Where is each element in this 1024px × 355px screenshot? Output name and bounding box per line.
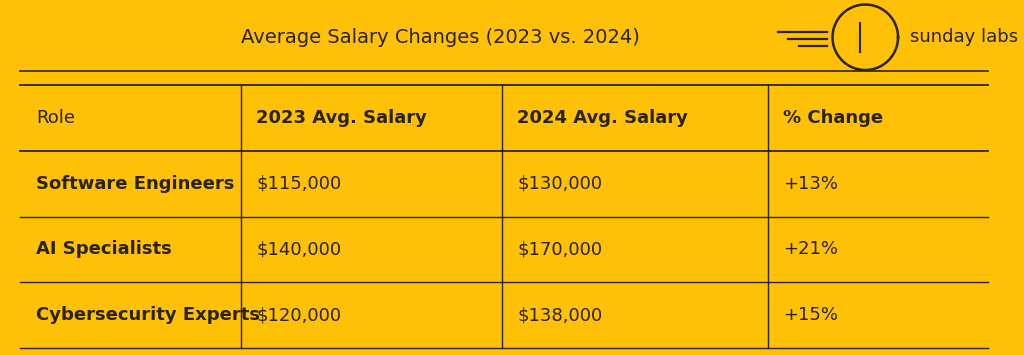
Text: Role: Role: [36, 109, 75, 127]
Text: +13%: +13%: [783, 175, 839, 193]
Text: AI Specialists: AI Specialists: [36, 240, 172, 258]
Text: $130,000: $130,000: [517, 175, 602, 193]
Text: sunday labs: sunday labs: [910, 28, 1019, 46]
Text: $170,000: $170,000: [517, 240, 602, 258]
Text: $115,000: $115,000: [256, 175, 341, 193]
Text: Average Salary Changes (2023 vs. 2024): Average Salary Changes (2023 vs. 2024): [241, 28, 640, 47]
Text: Software Engineers: Software Engineers: [36, 175, 234, 193]
Text: 2024 Avg. Salary: 2024 Avg. Salary: [517, 109, 688, 127]
Text: +21%: +21%: [783, 240, 839, 258]
Text: Cybersecurity Experts: Cybersecurity Experts: [36, 306, 260, 324]
Text: $120,000: $120,000: [256, 306, 341, 324]
Text: +15%: +15%: [783, 306, 839, 324]
Text: 2023 Avg. Salary: 2023 Avg. Salary: [256, 109, 427, 127]
Text: % Change: % Change: [783, 109, 884, 127]
Text: $140,000: $140,000: [256, 240, 341, 258]
Text: $138,000: $138,000: [517, 306, 602, 324]
